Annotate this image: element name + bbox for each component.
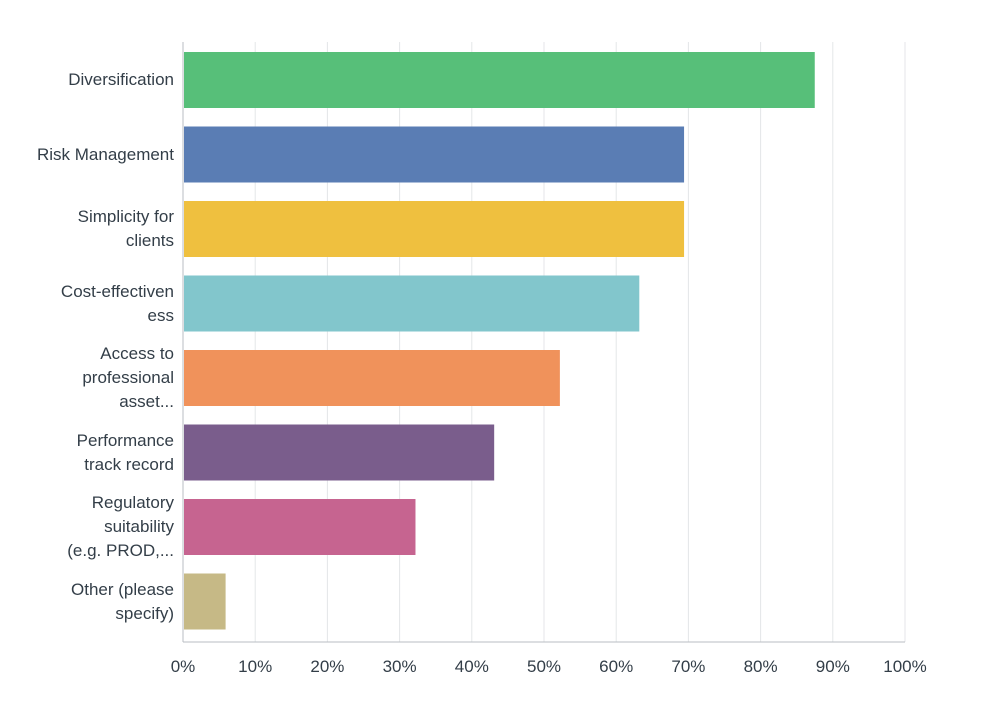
bar[interactable] (184, 201, 685, 257)
category-label: Risk Management (4, 143, 174, 167)
category-label-line: professional (82, 368, 174, 387)
category-label-line: clients (125, 231, 174, 250)
category-label-line: asset... (119, 392, 174, 411)
category-label-line: Cost-effectiven (60, 281, 174, 301)
bar[interactable] (184, 350, 560, 406)
x-tick-label: 100% (883, 657, 927, 676)
bar[interactable] (184, 52, 815, 108)
bar[interactable] (184, 573, 226, 630)
x-tick-label: 80% (743, 657, 778, 676)
x-tick-label: 0% (170, 657, 196, 676)
category-label-line: ess (147, 305, 174, 325)
x-tick-label: 20% (310, 657, 345, 676)
category-label-line: Access to (100, 344, 174, 363)
bar[interactable] (184, 499, 416, 555)
x-tick-label: 70% (671, 657, 706, 676)
category-label: Diversification (4, 68, 174, 92)
bar[interactable] (184, 126, 685, 183)
x-tick-label: 90% (815, 657, 850, 676)
category-label-line: Regulatory (91, 493, 174, 512)
category-label: Other (please specify) (4, 578, 174, 626)
x-tick-label: 60% (599, 657, 634, 676)
x-tick-label: 10% (238, 657, 273, 676)
category-label-line: Risk Management (36, 144, 174, 164)
category-label-line: Other (please (71, 579, 174, 599)
category-label-line: Simplicity for (77, 207, 174, 226)
category-label-line: (e.g. PROD,... (67, 541, 174, 560)
category-label: Cost-effectiven ess (4, 280, 174, 328)
category-label: Simplicity for clients (4, 205, 174, 253)
x-tick-label: 50% (526, 657, 562, 676)
category-label-line: specify) (115, 603, 174, 623)
x-tick-label: 30% (382, 657, 417, 676)
category-label-line: suitability (104, 517, 174, 536)
x-tick-label: 40% (454, 657, 489, 676)
category-label-line: Performance (76, 430, 174, 450)
bar[interactable] (184, 275, 640, 332)
category-label: Performance track record (4, 429, 174, 477)
category-label: Access to professional asset... (4, 342, 174, 414)
category-label-line: Diversification (68, 70, 174, 89)
category-label: Regulatory suitability (e.g. PROD,... (4, 491, 174, 563)
category-label-line: track record (84, 454, 174, 474)
bar[interactable] (184, 424, 495, 481)
